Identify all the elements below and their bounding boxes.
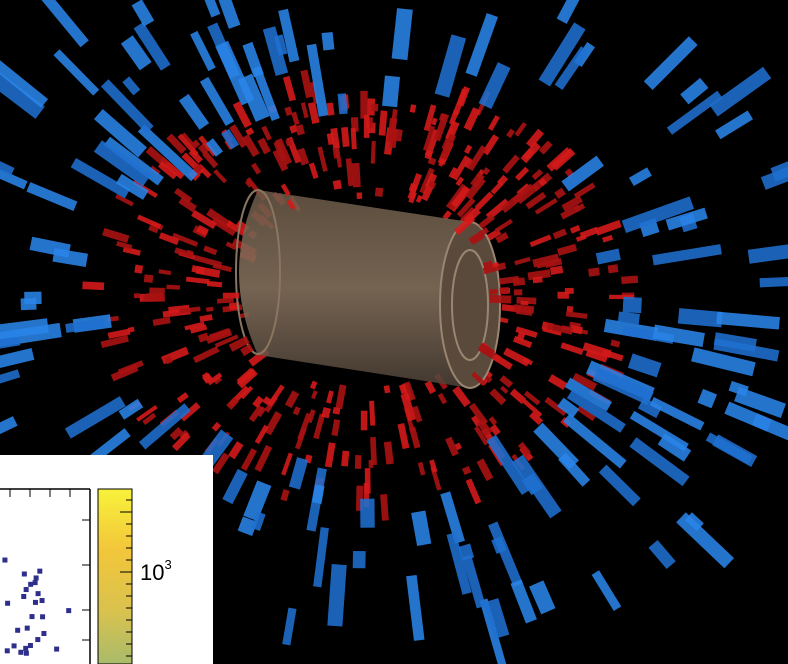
red-hit (355, 455, 361, 469)
page: 103 (() => { const data = JSON.parse(doc… (0, 0, 788, 664)
red-hit (217, 298, 234, 303)
plot-point (21, 594, 26, 599)
red-hit (375, 188, 383, 197)
colorbar-label-base: 10 (140, 560, 164, 585)
red-hit (357, 192, 363, 199)
red-hit (521, 301, 529, 306)
red-hit (514, 289, 522, 295)
plot-point (24, 587, 29, 592)
plot-point (33, 600, 38, 605)
plot-point (28, 643, 33, 648)
plot-point (5, 648, 10, 653)
red-hit (223, 293, 239, 299)
colorbar (98, 489, 132, 664)
blue-hit (322, 32, 335, 51)
plot-point (33, 580, 38, 585)
plot-point (66, 608, 71, 613)
plot-point (35, 637, 40, 642)
inset-plot: 103 (0, 455, 213, 664)
colorbar-label-exponent: 3 (164, 557, 171, 572)
red-hit (149, 287, 165, 294)
red-hit (621, 276, 638, 285)
red-hit (557, 292, 568, 299)
plot-point (37, 569, 42, 574)
event-display: 103 (0, 0, 788, 664)
red-hit (82, 281, 104, 290)
plot-point (40, 598, 45, 603)
plot-point (30, 614, 35, 619)
blue-hit (338, 93, 348, 114)
red-hit (144, 274, 154, 282)
plot-point (2, 558, 7, 563)
plot-point (12, 643, 17, 648)
red-hit (490, 295, 512, 304)
plot-point (54, 647, 59, 652)
blue-hit (382, 76, 400, 108)
plot-point (15, 628, 20, 633)
red-hit (206, 307, 214, 312)
red-hit (533, 276, 543, 283)
plot-point (40, 614, 45, 619)
plot-point (23, 646, 28, 651)
red-hit (370, 437, 377, 465)
plot-point (25, 626, 30, 631)
red-hit (341, 451, 349, 467)
barrel-endcap (440, 222, 500, 388)
blue-hit (360, 499, 375, 528)
plot-point (28, 582, 33, 587)
plot-point (41, 631, 46, 636)
blue-hit (353, 551, 366, 568)
plot-point (22, 571, 27, 576)
red-hit (489, 289, 497, 294)
red-hit (361, 411, 368, 431)
red-hit (500, 287, 510, 294)
red-hit (371, 104, 378, 112)
blue-hit (21, 298, 37, 310)
plot-point (5, 601, 10, 606)
red-hit (166, 285, 180, 290)
plot-point (18, 650, 23, 655)
red-hit (360, 91, 368, 119)
red-hit (333, 180, 342, 190)
red-hit (134, 265, 143, 274)
plot-point (36, 591, 41, 596)
plot-point (34, 575, 39, 580)
red-hit (364, 115, 370, 138)
red-hit (588, 268, 600, 277)
red-hit (333, 407, 341, 415)
red-hit (134, 293, 140, 298)
plot-point (24, 651, 29, 656)
blue-hit (623, 297, 642, 313)
red-hit (608, 264, 619, 273)
